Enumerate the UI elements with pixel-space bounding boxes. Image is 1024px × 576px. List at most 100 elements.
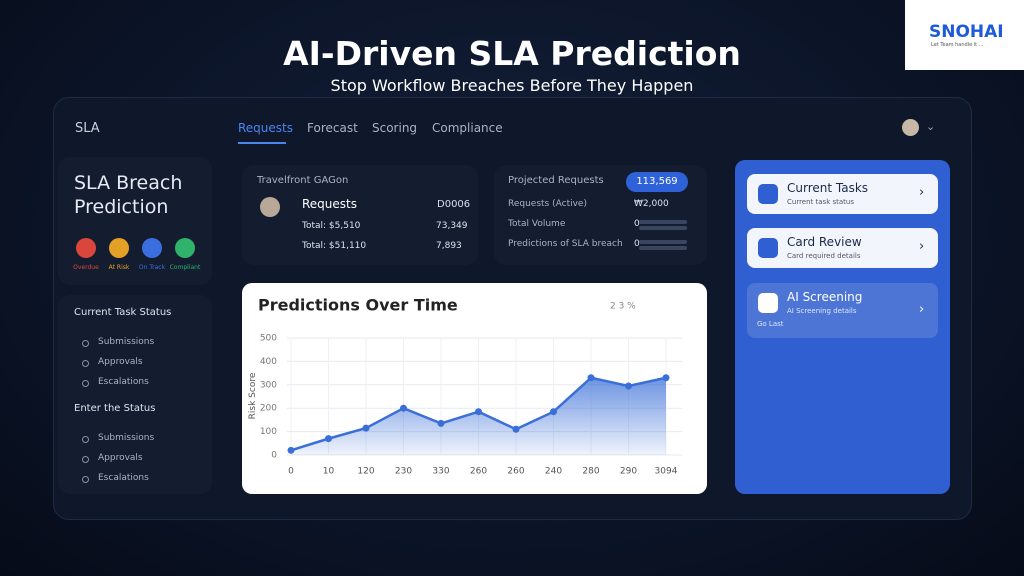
user-menu[interactable]: ⌄ xyxy=(926,120,936,133)
card-title: Current Tasks xyxy=(787,181,869,195)
y-tick-label: 300 xyxy=(260,380,277,390)
x-tick-label: 260 xyxy=(470,467,487,477)
item-bullet xyxy=(82,360,89,367)
card-title: Projected Requests xyxy=(508,175,604,186)
bar-placeholder xyxy=(639,240,687,244)
x-tick-label: 280 xyxy=(582,467,599,477)
requests-card: Travelfront GAGon Requests D0006 Total: … xyxy=(242,165,478,265)
nav-tab[interactable]: Requests xyxy=(238,121,293,135)
bar-placeholder xyxy=(639,246,687,250)
section-item[interactable]: Submissions xyxy=(98,337,155,347)
status-panel: Current Task Status Submissions Approvals E… xyxy=(58,295,212,494)
logo: SNOHAI Let Team handle it ... xyxy=(905,0,1024,70)
tab-underline xyxy=(238,142,286,144)
status-dot xyxy=(142,238,162,258)
x-tick-label: 330 xyxy=(432,467,449,477)
x-tick-label: 230 xyxy=(395,467,412,477)
card-icon xyxy=(758,184,778,204)
section-title: Enter the Status xyxy=(74,403,156,414)
badge: 113,569 xyxy=(626,172,688,192)
status-dot xyxy=(109,238,129,258)
item-bullet xyxy=(82,380,89,387)
nav-tab[interactable]: Scoring xyxy=(372,121,418,135)
row-label: Predictions of SLA breach xyxy=(508,239,623,249)
page-subtitle: Stop Workflow Breaches Before They Happe… xyxy=(330,76,694,95)
page-title: AI-Driven SLA Prediction xyxy=(283,34,741,73)
point xyxy=(437,419,445,427)
item-bullet xyxy=(82,456,89,463)
card-title: Card Review xyxy=(787,235,862,249)
section-item[interactable]: Escalations xyxy=(98,473,149,483)
task-card[interactable]: Current Tasks Current task status › xyxy=(747,174,938,214)
y-tick-label: 100 xyxy=(260,427,277,437)
x-tick-label: 290 xyxy=(620,467,637,477)
point xyxy=(662,374,670,382)
row-label: Total: $51,110 xyxy=(302,241,367,251)
point xyxy=(287,446,295,454)
card-subtitle: Current task status xyxy=(787,198,854,206)
card-title: AI Screening xyxy=(787,290,863,304)
bar-placeholder xyxy=(639,226,687,230)
task-card[interactable]: Card Review Card required details › xyxy=(747,228,938,268)
x-tick-label: 3094 xyxy=(655,467,678,477)
point xyxy=(325,435,332,443)
x-tick-label: 260 xyxy=(507,467,524,477)
status-label: At Risk xyxy=(108,264,130,271)
nav-tab[interactable]: Compliance xyxy=(432,121,503,135)
y-tick-label: 500 xyxy=(260,334,277,344)
y-tick-label: 200 xyxy=(260,404,277,414)
point xyxy=(475,408,482,416)
card-icon xyxy=(758,293,778,313)
row-label: Requests (Active) xyxy=(508,199,587,209)
card-icon xyxy=(758,238,778,258)
section-item[interactable]: Escalations xyxy=(98,377,149,387)
card-subtitle: AI Screening details xyxy=(787,307,857,315)
avatar[interactable] xyxy=(902,119,919,136)
point xyxy=(512,425,520,433)
nav-tab[interactable]: Forecast xyxy=(307,121,358,135)
breach-panel: SLA Breach Prediction Overdue At Risk On T… xyxy=(58,157,212,285)
logo-tagline: Let Team handle it ... xyxy=(931,42,984,48)
row-value: 7,893 xyxy=(436,241,462,251)
chevron: › xyxy=(919,185,925,200)
area xyxy=(291,377,666,455)
card-header: Travelfront GAGon xyxy=(257,175,349,186)
item-bullet xyxy=(82,436,89,443)
row-value: 73,349 xyxy=(436,221,468,231)
status-label: Overdue xyxy=(73,264,99,271)
card-code: D0006 xyxy=(437,199,471,210)
x-tick-label: 0 xyxy=(288,467,294,477)
projected-card: Projected Requests 113,569 Requests (Act… xyxy=(494,165,707,265)
card-subtitle: Card required details xyxy=(787,252,861,260)
status-dot xyxy=(76,238,96,258)
row-label: Total: $5,510 xyxy=(302,221,361,231)
row-value: 0 xyxy=(634,219,640,229)
chart-toolbar[interactable]: 2 3 % xyxy=(610,302,636,312)
point xyxy=(362,424,370,432)
y-tick-label: 0 xyxy=(271,451,277,461)
bar-placeholder xyxy=(639,220,687,224)
section-title: Current Task Status xyxy=(74,307,172,318)
avatar xyxy=(260,197,280,217)
x-tick-label: 120 xyxy=(357,467,374,477)
section-item[interactable]: Approvals xyxy=(98,453,143,463)
chevron: › xyxy=(919,239,925,254)
right-panel: Current Tasks Current task status › Card Re… xyxy=(735,160,950,494)
row-value: ₩2,000 xyxy=(634,199,669,209)
point xyxy=(550,408,557,416)
task-card[interactable]: AI Screening AI Screening details Go Last › xyxy=(747,283,938,338)
section-item[interactable]: Approvals xyxy=(98,357,143,367)
chart-card: Predictions Over Time 2 3 % Risk Score 0… xyxy=(242,283,707,494)
status-dot xyxy=(175,238,195,258)
y-tick-label: 400 xyxy=(260,357,277,367)
x-tick-label: 10 xyxy=(323,467,335,477)
panel-title: SLA Breach Prediction xyxy=(74,172,183,218)
chart: Predictions Over Time 2 3 % Risk Score 0… xyxy=(248,296,682,477)
point xyxy=(587,374,595,382)
section-item[interactable]: Submissions xyxy=(98,433,155,443)
status-label: Compliant xyxy=(169,264,201,271)
card-note: Go Last xyxy=(757,320,784,328)
point xyxy=(400,404,407,412)
